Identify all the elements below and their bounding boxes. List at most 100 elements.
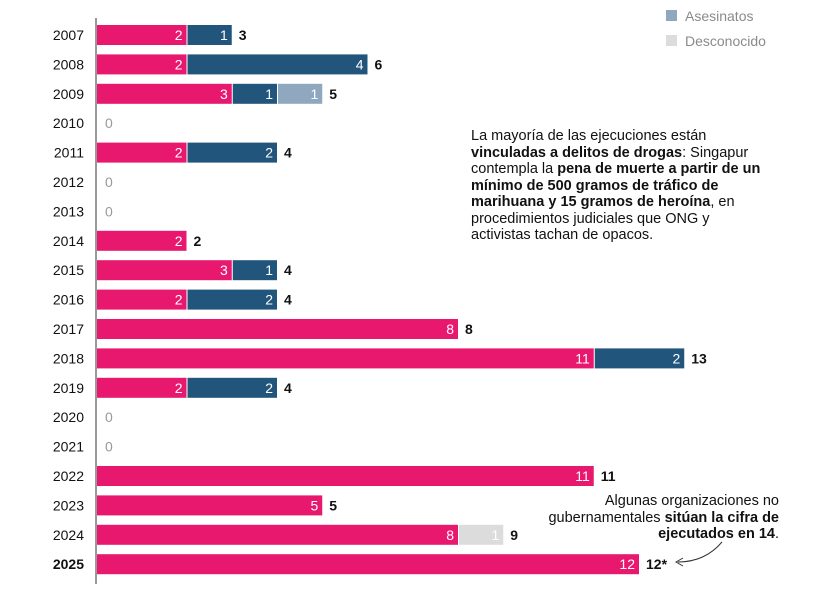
year-label: 2023 (53, 497, 84, 513)
year-label: 2016 (53, 292, 84, 308)
bar-segment (97, 25, 187, 45)
bar-segment (97, 524, 458, 545)
bar-segment (97, 260, 232, 281)
segment-label: 1 (265, 262, 273, 278)
year-label: 2008 (53, 56, 84, 72)
year-label: 2024 (53, 527, 84, 543)
annotation-segment: pena de muerte a partir de un mínimo de … (471, 161, 761, 210)
total-label: 4 (284, 145, 292, 161)
total-label: 4 (284, 292, 292, 308)
bar-segment (97, 319, 458, 339)
total-label: 9 (510, 527, 518, 543)
total-label: 2 (194, 233, 202, 249)
legend-swatch (666, 35, 677, 46)
segment-label: 1 (310, 86, 318, 102)
bar-segment (97, 230, 187, 251)
segment-label: 2 (175, 145, 183, 161)
segment-label: 5 (310, 497, 318, 513)
total-label: 0 (105, 409, 113, 425)
segment-label: 2 (175, 27, 183, 43)
bar-segment (97, 289, 187, 310)
year-label: 2013 (53, 203, 84, 219)
year-label: 2017 (53, 321, 84, 337)
total-label: 3 (239, 27, 247, 43)
total-label: 0 (105, 439, 113, 455)
legend-item-asesinatos: Asesinatos (666, 3, 766, 28)
annotation-segment: , en procedimientos judiciales que ONG y… (471, 194, 735, 243)
segment-label: 1 (265, 86, 273, 102)
legend-label: Desconocido (685, 32, 766, 49)
bar-segment (97, 348, 594, 369)
total-label: 5 (329, 497, 337, 513)
year-label: 2015 (53, 262, 84, 278)
total-label: 4 (284, 380, 292, 396)
segment-label: 2 (175, 233, 183, 249)
bar-segment (97, 466, 594, 486)
legend-swatch (666, 10, 677, 21)
segment-label: 1 (491, 527, 499, 543)
total-label: 6 (375, 56, 383, 72)
segment-label: 2 (265, 380, 273, 396)
segment-label: 2 (175, 292, 183, 308)
total-label: 11 (601, 468, 616, 484)
bar-segment (97, 83, 232, 104)
total-label: 0 (105, 203, 113, 219)
bar-segment (187, 289, 277, 310)
segment-label: 1 (220, 27, 228, 43)
year-label: 2009 (53, 86, 84, 102)
year-label: 2022 (53, 468, 84, 484)
segment-label: 3 (220, 86, 228, 102)
total-label: 8 (465, 321, 473, 337)
total-label: 12* (646, 556, 668, 572)
legend: Asesinatos Desconocido (666, 3, 766, 53)
segment-label: 2 (265, 145, 273, 161)
total-label: 5 (329, 86, 337, 102)
year-label: 2018 (53, 350, 84, 366)
bar-segment (232, 83, 277, 104)
year-label: 2011 (54, 145, 84, 161)
annotation-segment: : Singapur contempla la (471, 144, 749, 178)
total-label: 0 (105, 115, 113, 131)
annotation-segment: . (774, 526, 779, 542)
segment-label: 2 (175, 380, 183, 396)
segment-label: 11 (575, 468, 590, 484)
legend-label: Asesinatos (685, 7, 754, 24)
annotation-segment: Algunas organizaciones no gubernamentale… (548, 493, 779, 526)
total-label: 13 (691, 350, 707, 366)
annotation-segment: La mayoría de las ejecuciones están (471, 128, 707, 144)
annotation-ngo: Algunas organizaciones no gubernamentale… (519, 493, 779, 543)
bar-segment (594, 348, 685, 369)
bar-segment (459, 524, 504, 545)
legend-item-desconocido: Desconocido (666, 28, 766, 53)
bar-segment (187, 25, 232, 45)
segment-label: 2 (175, 56, 183, 72)
segment-label: 8 (446, 321, 454, 337)
bar-segment (97, 54, 187, 75)
total-label: 0 (105, 174, 113, 190)
year-label: 2020 (53, 409, 84, 425)
bar-segment (187, 377, 277, 398)
segment-label: 11 (575, 350, 590, 366)
year-label: 2014 (53, 233, 84, 249)
year-label: 2012 (53, 174, 84, 190)
annotation-segment: sitúan la cifra de ejecutados en 14 (658, 509, 779, 543)
segment-label: 3 (220, 262, 228, 278)
segment-label: 2 (672, 350, 680, 366)
bar-segment (97, 377, 187, 398)
annotation-arrow (677, 541, 723, 563)
year-label: 2007 (53, 27, 84, 43)
bar-segment (97, 495, 323, 516)
year-label: 2021 (53, 439, 84, 455)
annotation-drugs: La mayoría de las ejecuciones están vinc… (471, 128, 771, 244)
arrow-head-icon (674, 557, 684, 567)
bar-segment (97, 554, 639, 575)
bar-segment (97, 142, 187, 163)
annotation-segment: vinculadas a delitos de drogas (471, 144, 683, 161)
segment-label: 2 (265, 292, 273, 308)
year-label: 2019 (53, 380, 84, 396)
segment-label: 8 (446, 527, 454, 543)
year-label: 2010 (53, 115, 84, 131)
bar-segment (187, 142, 277, 163)
year-label: 2025 (53, 556, 84, 572)
